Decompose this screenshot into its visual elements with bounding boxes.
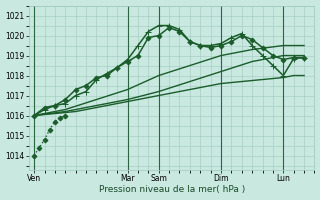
X-axis label: Pression niveau de la mer( hPa ): Pression niveau de la mer( hPa ) xyxy=(99,185,245,194)
